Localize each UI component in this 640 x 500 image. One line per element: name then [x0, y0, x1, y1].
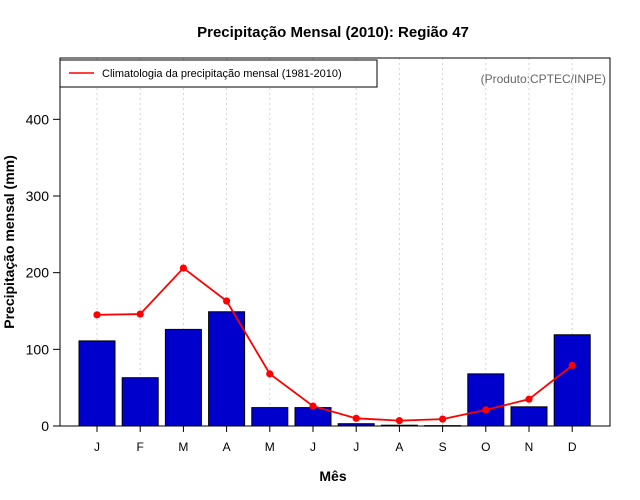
bar: [553, 334, 591, 427]
source-label: (Produto:CPTEC/INPE): [481, 72, 606, 86]
bar: [467, 373, 505, 427]
x-tick-label: A: [395, 440, 403, 454]
x-tick-label: N: [525, 440, 534, 454]
line-layer: [93, 264, 576, 425]
x-tick-label: S: [439, 440, 447, 454]
legend: Climatologia da precipitação mensal (198…: [59, 59, 378, 88]
climatology-point: [309, 402, 317, 410]
climatology-point: [136, 310, 144, 318]
climatology-point: [179, 264, 187, 272]
x-tick-label: J: [310, 440, 316, 454]
climatology-point: [525, 395, 533, 403]
x-axis-label: Mês: [319, 468, 346, 484]
y-tick-label: 200: [26, 265, 50, 281]
x-tick-label: J: [94, 440, 100, 454]
bar: [121, 377, 159, 427]
x-tick-label: M: [265, 440, 275, 454]
x-tick-label: O: [481, 440, 490, 454]
x-tick-label: A: [223, 440, 231, 454]
chart-title: Precipitação Mensal (2010): Região 47: [197, 24, 469, 41]
x-tick-label: M: [178, 440, 188, 454]
climatology-point: [223, 297, 231, 305]
bar: [510, 406, 548, 427]
legend-label: Climatologia da precipitação mensal (198…: [102, 68, 342, 80]
bar: [164, 328, 202, 427]
x-tick-label: D: [568, 440, 577, 454]
y-tick-label: 300: [26, 188, 50, 204]
climatology-point: [439, 415, 447, 423]
y-axis-label: Precipitação mensal (mm): [1, 155, 17, 329]
climatology-point: [352, 414, 360, 422]
y-axis: 0 100 200 300 400: [26, 111, 60, 434]
bar: [251, 407, 289, 427]
bar: [208, 311, 246, 427]
legend-box: [59, 59, 378, 88]
x-tick-label: J: [353, 440, 359, 454]
bars-layer: [78, 311, 591, 427]
climatology-point: [568, 361, 576, 370]
y-tick-label: 400: [26, 111, 50, 127]
climatology-point: [395, 417, 403, 425]
y-tick-label: 0: [41, 418, 49, 434]
climatology-line: [96, 266, 573, 422]
y-tick-label: 100: [26, 341, 50, 357]
climatology-point: [482, 406, 490, 414]
x-tick-label: F: [137, 440, 144, 454]
climatology-point: [266, 370, 274, 378]
climatology-point: [93, 311, 101, 319]
bar: [78, 340, 116, 427]
plot-area-frame: [59, 57, 611, 427]
